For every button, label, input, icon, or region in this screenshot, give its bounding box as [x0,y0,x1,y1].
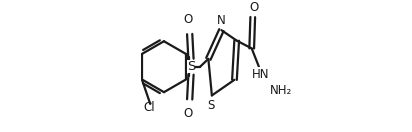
Text: S: S [187,60,195,73]
Text: HN: HN [252,68,269,81]
Text: NH₂: NH₂ [270,84,292,97]
Text: Cl: Cl [143,101,155,114]
Text: N: N [217,14,226,27]
Text: O: O [184,13,193,26]
Text: O: O [249,1,259,14]
Text: O: O [184,107,193,120]
Text: S: S [207,99,214,112]
